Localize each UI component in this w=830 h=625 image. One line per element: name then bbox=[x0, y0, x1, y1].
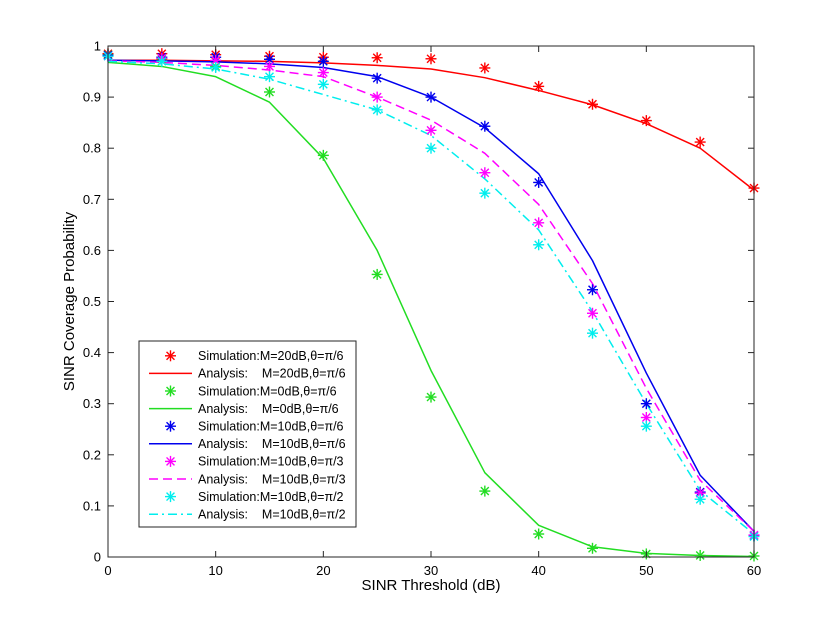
data-point bbox=[640, 420, 652, 432]
data-point bbox=[640, 115, 652, 127]
data-point bbox=[210, 54, 222, 66]
data-point bbox=[317, 78, 329, 90]
data-point bbox=[533, 80, 545, 92]
legend: Simulation:M=20dB,θ=π/6 Analysis: M=20dB,… bbox=[138, 340, 357, 528]
data-point bbox=[479, 167, 491, 179]
data-point bbox=[425, 53, 437, 65]
legend-entry-label: Simulation:M=10dB,θ=π/3 bbox=[198, 455, 344, 469]
data-point bbox=[317, 67, 329, 79]
data-point bbox=[694, 136, 706, 148]
data-point bbox=[587, 98, 598, 110]
y-tick-label: 0 bbox=[94, 550, 101, 565]
y-tick-label: 0.7 bbox=[83, 192, 101, 207]
x-tick-label: 0 bbox=[104, 563, 111, 578]
y-tick-label: 0.5 bbox=[83, 294, 101, 309]
legend-marker bbox=[165, 455, 176, 467]
data-point bbox=[371, 91, 383, 103]
y-tick-label: 0.1 bbox=[83, 498, 101, 513]
data-point bbox=[694, 549, 706, 561]
data-point bbox=[156, 55, 168, 67]
data-point bbox=[587, 307, 598, 319]
data-point bbox=[587, 284, 598, 296]
legend-marker bbox=[165, 420, 176, 432]
data-point bbox=[533, 176, 545, 188]
data-point bbox=[425, 142, 437, 154]
data-point bbox=[533, 239, 545, 251]
x-tick-label: 60 bbox=[747, 563, 761, 578]
ticks-layer: 0 10 20 30 40 50 60 0 0.1 0.2 0.3 0.4 0.5 0.6 0.7 0.8 0.… bbox=[83, 39, 761, 579]
data-point bbox=[479, 485, 491, 497]
x-tick-label: 30 bbox=[424, 563, 438, 578]
data-point bbox=[640, 398, 652, 410]
data-point bbox=[210, 61, 222, 73]
legend-marker bbox=[165, 491, 176, 503]
data-point bbox=[479, 187, 491, 199]
data-point bbox=[694, 493, 706, 505]
data-point bbox=[587, 542, 598, 554]
data-point bbox=[533, 528, 545, 540]
data-point bbox=[371, 268, 383, 280]
data-point bbox=[317, 149, 329, 161]
legend-entry-label: Analysis: M=10dB,θ=π/3 bbox=[198, 472, 346, 486]
y-tick-label: 0.6 bbox=[83, 243, 101, 258]
data-point bbox=[425, 391, 437, 403]
data-point bbox=[264, 60, 275, 72]
x-tick-label: 20 bbox=[316, 563, 330, 578]
y-axis-label: SINR Coverage Probability bbox=[61, 211, 78, 391]
data-point bbox=[425, 124, 437, 136]
data-point bbox=[371, 72, 383, 84]
legend-entry-label: Analysis: M=0dB,θ=π/6 bbox=[198, 402, 339, 416]
data-point bbox=[264, 71, 275, 83]
legend-entry-label: Analysis: M=10dB,θ=π/6 bbox=[198, 437, 346, 451]
x-tick-label: 10 bbox=[208, 563, 222, 578]
legend-marker bbox=[165, 385, 176, 397]
data-point bbox=[587, 327, 598, 339]
legend-entry-label: Simulation:M=10dB,θ=π/6 bbox=[198, 420, 344, 434]
y-tick-label: 0.4 bbox=[83, 345, 101, 360]
legend-entry-label: Analysis: M=20dB,θ=π/6 bbox=[198, 367, 346, 381]
legend-entry-label: Simulation:M=20dB,θ=π/6 bbox=[198, 349, 344, 363]
legend-entry-label: Simulation:M=10dB,θ=π/2 bbox=[198, 490, 344, 504]
data-point bbox=[479, 62, 491, 74]
legend-entry-label: Analysis: M=10dB,θ=π/2 bbox=[198, 508, 346, 522]
data-point bbox=[264, 86, 275, 98]
x-axis-label: SINR Threshold (dB) bbox=[362, 577, 501, 594]
y-tick-label: 0.8 bbox=[83, 141, 101, 156]
data-point bbox=[317, 55, 329, 67]
data-point bbox=[371, 52, 383, 64]
legend-entry-label: Simulation:M=0dB,θ=π/6 bbox=[198, 384, 337, 398]
y-tick-label: 1 bbox=[94, 39, 101, 54]
data-point bbox=[533, 217, 545, 229]
y-tick-label: 0.2 bbox=[83, 447, 101, 462]
x-tick-label: 50 bbox=[639, 563, 653, 578]
data-point bbox=[425, 91, 437, 103]
x-tick-label: 40 bbox=[531, 563, 545, 578]
y-tick-label: 0.3 bbox=[83, 396, 101, 411]
y-tick-label: 0.9 bbox=[83, 90, 101, 105]
data-point bbox=[371, 104, 383, 116]
data-point bbox=[479, 120, 491, 132]
legend-marker bbox=[165, 350, 176, 362]
